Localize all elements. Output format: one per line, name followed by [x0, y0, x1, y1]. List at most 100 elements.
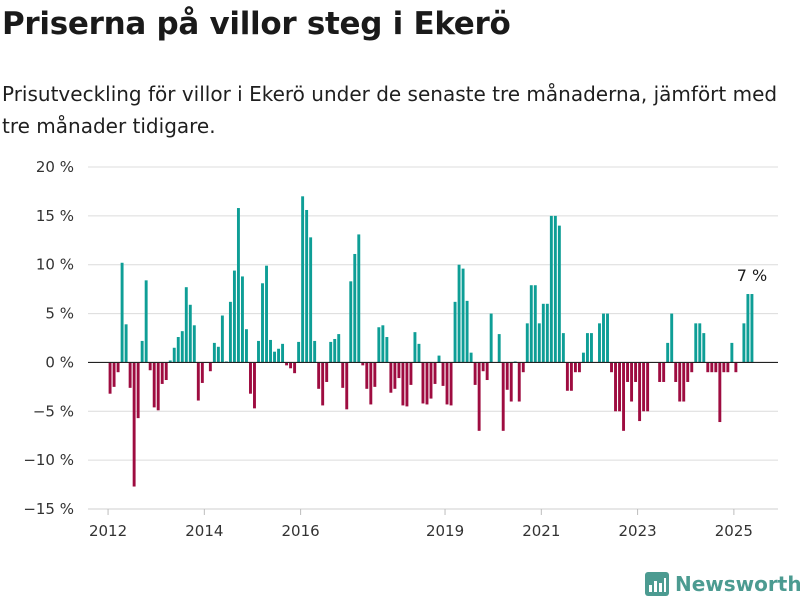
- bar: [148, 362, 152, 371]
- bar: [730, 342, 734, 363]
- x-tick-label: 2021: [522, 522, 560, 540]
- bar: [630, 362, 634, 402]
- bar: [449, 362, 453, 406]
- bar: [112, 362, 116, 387]
- bar: [273, 351, 276, 363]
- bar: [232, 270, 236, 363]
- bar: [722, 362, 726, 373]
- y-tick-label: −10 %: [23, 451, 74, 469]
- bar: [489, 313, 493, 363]
- bar: [501, 362, 505, 431]
- bar: [401, 362, 405, 406]
- bar: [152, 362, 156, 408]
- bar: [437, 355, 441, 363]
- bar: [441, 362, 445, 386]
- bar: [465, 300, 469, 363]
- bar: [168, 360, 172, 363]
- bar: [581, 352, 585, 363]
- bar: [309, 237, 313, 363]
- bar: [277, 348, 281, 363]
- bar: [301, 196, 305, 363]
- x-tick-label: 2016: [282, 522, 320, 540]
- bar: [305, 209, 309, 363]
- bar: [240, 276, 244, 363]
- bar: [136, 362, 140, 419]
- bar: [686, 362, 690, 382]
- bar: [369, 362, 373, 405]
- y-tick-label: 0 %: [45, 353, 74, 371]
- bar: [602, 313, 605, 363]
- bar: [385, 337, 389, 363]
- bar: [164, 362, 168, 381]
- annotation-label: 7 %: [737, 266, 767, 285]
- bar: [714, 362, 718, 373]
- bar: [405, 362, 409, 407]
- bar: [610, 362, 613, 373]
- bar: [313, 340, 317, 363]
- bar: [228, 301, 232, 363]
- bar: [293, 362, 297, 374]
- bar: [509, 362, 513, 402]
- y-tick-label: 5 %: [45, 305, 74, 323]
- bar: [253, 362, 256, 409]
- bar: [445, 362, 449, 405]
- bar: [353, 253, 357, 363]
- bar: [497, 334, 501, 363]
- bar: [553, 215, 557, 363]
- bar: [393, 362, 397, 389]
- bar: [734, 362, 738, 373]
- bar: [421, 362, 425, 404]
- bar: [128, 362, 132, 388]
- x-tick-label: 2012: [89, 522, 127, 540]
- bar: [192, 325, 196, 363]
- bar: [140, 340, 144, 363]
- bar: [361, 362, 365, 366]
- y-tick-label: −15 %: [23, 500, 74, 518]
- bar: [289, 362, 293, 369]
- bar: [345, 362, 349, 410]
- bar: [505, 362, 509, 390]
- bar: [682, 362, 686, 402]
- bar: [457, 264, 461, 363]
- bar: [545, 303, 549, 363]
- bar: [461, 268, 465, 363]
- bar: [365, 362, 369, 389]
- bar: [674, 362, 678, 382]
- bar: [702, 333, 706, 363]
- bar: [265, 265, 268, 363]
- bar: [561, 333, 565, 363]
- y-axis: 20 % 15 % 10 % 5 % 0 % −5 % −10 % −15 %: [23, 158, 74, 518]
- y-tick-label: 10 %: [36, 256, 74, 274]
- bar: [321, 362, 325, 406]
- bar: [541, 303, 545, 363]
- bar: [521, 362, 525, 373]
- x-axis: 2012 2014 2016 2019 2021 2023 2025: [88, 508, 778, 540]
- bar: [389, 362, 393, 393]
- y-tick-label: 15 %: [36, 207, 74, 225]
- bar: [124, 324, 128, 363]
- bar: [216, 346, 220, 363]
- bar: [196, 362, 200, 401]
- bar: [236, 208, 240, 363]
- bar: [577, 362, 581, 373]
- newsworthy-logo-icon: [645, 572, 669, 596]
- bar: [184, 287, 188, 363]
- bar: [742, 323, 746, 363]
- bar: [614, 362, 617, 412]
- bar: [698, 323, 702, 363]
- bar: [694, 323, 698, 363]
- bar: [381, 325, 385, 363]
- x-tick-label: 2014: [185, 522, 223, 540]
- x-tick-label: 2023: [618, 522, 656, 540]
- bar: [549, 215, 553, 363]
- bar: [413, 332, 417, 363]
- bar: [200, 362, 204, 383]
- bar: [285, 362, 289, 366]
- bar: [409, 362, 413, 385]
- bar: [646, 362, 650, 412]
- bar: [188, 304, 192, 363]
- bar: [569, 362, 573, 391]
- chart-title: Priserna på villor steg i Ekerö: [2, 6, 511, 42]
- bar: [533, 285, 537, 363]
- bar: [710, 362, 714, 373]
